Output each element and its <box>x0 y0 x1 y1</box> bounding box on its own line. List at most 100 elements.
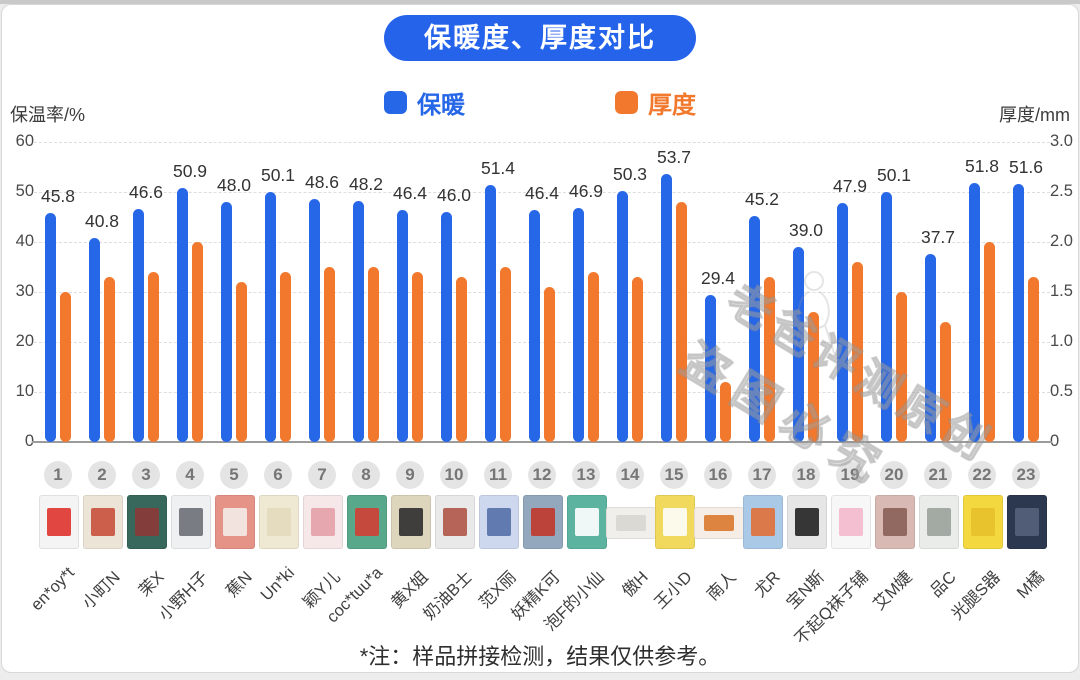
chart-title: 保暖度、厚度对比 <box>424 23 656 53</box>
left-axis-tick: 30 <box>15 282 34 300</box>
left-axis-tick: 50 <box>15 182 34 200</box>
category-number-badge: 16 <box>704 461 732 489</box>
warmth-value-label: 46.4 <box>524 183 560 203</box>
product-thumbnail <box>1007 495 1047 549</box>
product-thumbnail <box>567 495 607 549</box>
category-label: Un*ki <box>257 563 299 605</box>
product-thumbnail-accent <box>795 508 819 536</box>
product-thumbnail-accent <box>971 508 995 536</box>
thickness-bar <box>675 202 687 442</box>
thickness-bar <box>763 277 775 442</box>
thickness-bar <box>235 282 247 442</box>
warmth-bar <box>440 212 452 442</box>
warmth-value-label: 51.4 <box>480 158 516 178</box>
warmth-bar <box>44 213 56 442</box>
warmth-value-label: 48.2 <box>348 174 384 194</box>
product-thumbnail <box>303 495 343 549</box>
category-number-badge: 12 <box>528 461 556 489</box>
gridline <box>34 342 1050 343</box>
warmth-value-label: 37.7 <box>920 226 956 247</box>
product-thumbnail-accent <box>267 508 291 536</box>
product-thumbnail-accent <box>1015 508 1039 536</box>
right-axis-tick: 0 <box>1050 432 1060 450</box>
right-axis-title: 厚度/mm <box>999 105 1070 125</box>
warmth-bar <box>924 253 936 442</box>
legend: 保暖 厚度 <box>2 85 1078 120</box>
category-number-badge: 21 <box>924 461 952 489</box>
category-number-badge: 6 <box>264 461 292 489</box>
warmth-value-label: 50.9 <box>172 160 208 181</box>
category-number-badge: 8 <box>352 461 380 489</box>
product-thumbnail <box>479 495 519 549</box>
warmth-value-label: 39.0 <box>788 220 824 240</box>
warmth-bar <box>484 185 496 442</box>
warmth-value-label: 45.2 <box>744 189 780 209</box>
warmth-value-label: 45.8 <box>40 186 76 206</box>
product-thumbnail-accent <box>663 508 687 536</box>
category-label: 艾M婕 <box>869 568 916 614</box>
product-thumbnail <box>391 495 431 549</box>
category-label: en*oy*t <box>27 563 79 615</box>
product-thumbnail-accent <box>531 508 555 536</box>
product-thumbnail <box>39 495 79 549</box>
left-axis-tick: 40 <box>15 232 34 250</box>
thickness-legend-label: 厚度 <box>648 92 696 119</box>
product-thumbnail <box>259 495 299 549</box>
product-thumbnail-accent <box>704 515 734 531</box>
thickness-bar <box>323 267 335 442</box>
warmth-bar <box>352 201 364 442</box>
product-thumbnail <box>127 495 167 549</box>
left-axis-tick: 20 <box>15 332 34 350</box>
warmth-value-label: 50.3 <box>612 163 648 184</box>
legend-item-thickness: 厚度 <box>615 85 696 120</box>
warmth-bar <box>132 209 144 442</box>
thickness-legend-swatch <box>615 91 638 114</box>
gridline <box>34 392 1050 393</box>
product-thumbnail <box>215 495 255 549</box>
warmth-value-label: 51.6 <box>1008 157 1044 177</box>
gridline <box>34 192 1050 193</box>
warmth-bar <box>616 190 628 442</box>
warmth-bar <box>792 247 804 442</box>
chart-title-pill: 保暖度、厚度对比 <box>384 15 696 61</box>
thickness-bar <box>367 267 379 442</box>
thickness-bar <box>499 267 511 442</box>
thickness-bar <box>895 292 907 442</box>
product-thumbnail <box>523 495 563 549</box>
warmth-value-label: 50.1 <box>260 164 296 185</box>
warmth-value-label: 48.0 <box>216 175 252 195</box>
warmth-bar <box>308 199 320 442</box>
product-thumbnail <box>655 495 695 549</box>
thickness-bar <box>103 277 115 442</box>
category-label: 南人 <box>703 568 740 605</box>
gridline <box>34 142 1050 143</box>
category-number-badge: 15 <box>660 461 688 489</box>
thickness-bar <box>1027 277 1039 442</box>
product-thumbnail-accent <box>487 508 511 536</box>
category-label: 王小D <box>651 568 696 613</box>
thickness-bar <box>807 312 819 442</box>
product-thumbnail <box>875 495 915 549</box>
warmth-bar <box>396 210 408 442</box>
category-number-badge: 1 <box>44 461 72 489</box>
thickness-bar <box>455 277 467 442</box>
product-thumbnail <box>83 495 123 549</box>
thickness-bar <box>59 292 71 442</box>
left-axis-title: 保温率/% <box>10 105 86 125</box>
warmth-value-label: 46.6 <box>128 182 164 202</box>
category-number-badge: 20 <box>880 461 908 489</box>
thickness-bar <box>587 272 599 442</box>
category-number-badge: 5 <box>220 461 248 489</box>
warmth-value-label: 46.0 <box>436 185 472 205</box>
gridline <box>34 242 1050 243</box>
category-label: M橘 <box>1013 568 1048 603</box>
product-thumbnail-accent <box>91 508 115 536</box>
warmth-bar <box>220 202 232 442</box>
category-number-badge: 11 <box>484 461 512 489</box>
warmth-bar <box>748 216 760 442</box>
product-thumbnail-accent <box>751 508 775 536</box>
product-thumbnail-accent <box>575 508 599 536</box>
left-axis-tick: 60 <box>15 132 34 150</box>
category-number-badge: 9 <box>396 461 424 489</box>
warmth-value-label: 48.6 <box>304 172 340 192</box>
